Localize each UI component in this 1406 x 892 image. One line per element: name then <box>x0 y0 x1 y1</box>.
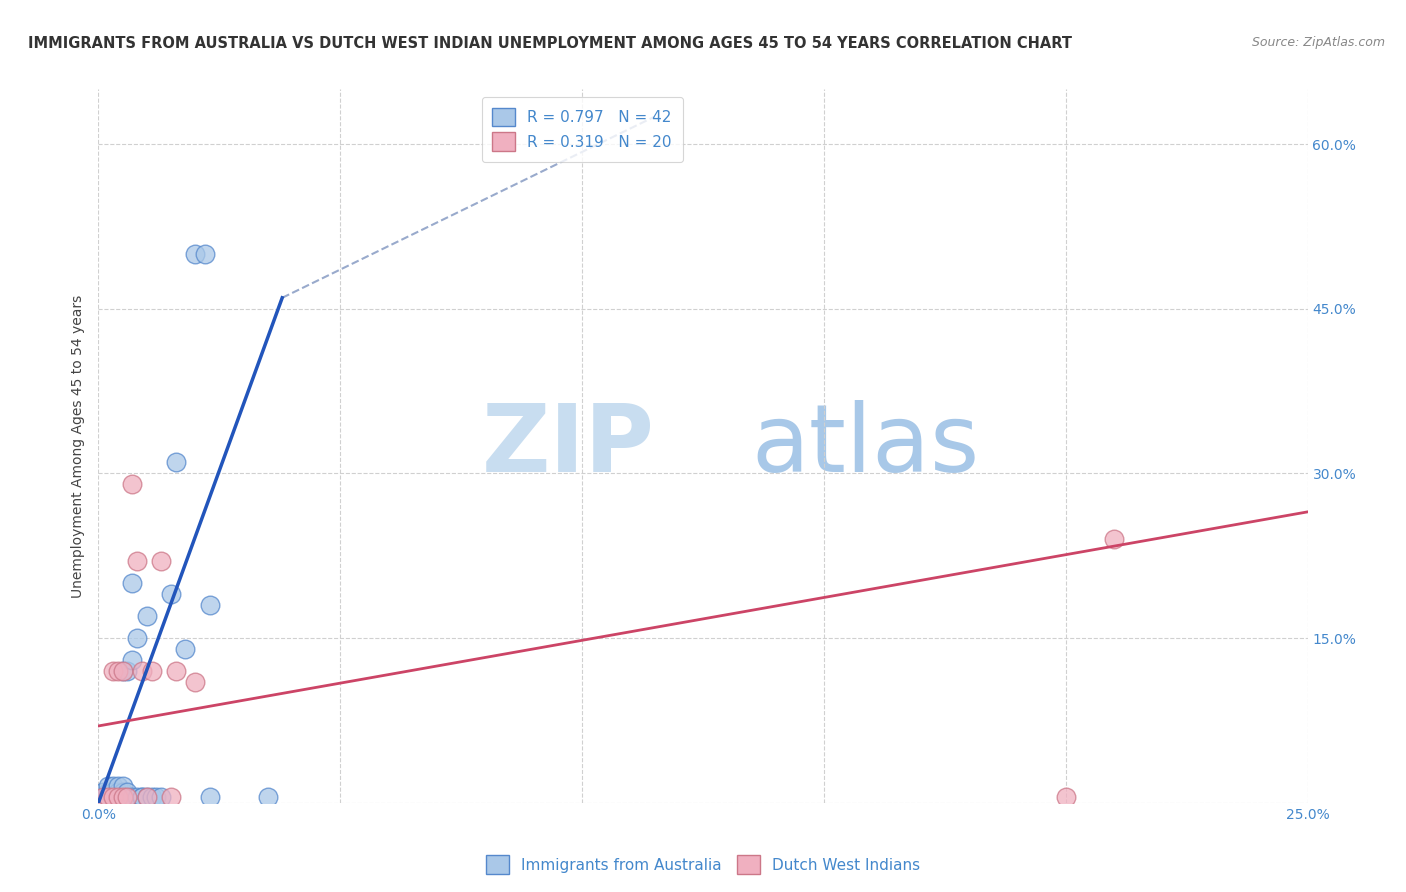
Point <box>131 790 153 805</box>
Point <box>111 785 134 799</box>
Point <box>111 664 134 678</box>
Point <box>198 790 221 805</box>
Point <box>107 664 129 678</box>
Point <box>97 790 120 805</box>
Point <box>194 247 217 261</box>
Point <box>111 790 134 805</box>
Point <box>160 587 183 601</box>
Point <box>127 631 149 645</box>
Point <box>160 790 183 805</box>
Point <box>97 780 120 794</box>
Point <box>117 785 139 799</box>
Point <box>141 790 163 805</box>
Point <box>165 664 187 678</box>
Point <box>141 664 163 678</box>
Point <box>121 576 143 591</box>
Point <box>91 790 114 805</box>
Point <box>117 664 139 678</box>
Point <box>1054 790 1077 805</box>
Point <box>1102 533 1125 547</box>
Point <box>97 790 120 805</box>
Point <box>101 790 124 805</box>
Point <box>107 790 129 805</box>
Text: IMMIGRANTS FROM AUSTRALIA VS DUTCH WEST INDIAN UNEMPLOYMENT AMONG AGES 45 TO 54 : IMMIGRANTS FROM AUSTRALIA VS DUTCH WEST … <box>28 36 1073 51</box>
Point <box>107 790 129 805</box>
Point <box>101 785 124 799</box>
Text: ZIP: ZIP <box>482 400 655 492</box>
Point <box>145 790 167 805</box>
Point <box>111 790 134 805</box>
Point <box>256 790 278 805</box>
Point <box>117 790 139 805</box>
Point <box>135 609 157 624</box>
Point <box>107 780 129 794</box>
Text: atlas: atlas <box>751 400 980 492</box>
Point <box>150 554 173 568</box>
Point <box>121 653 143 667</box>
Point <box>150 790 173 805</box>
Point <box>101 790 124 805</box>
Point <box>135 790 157 805</box>
Point <box>91 790 114 805</box>
Point <box>101 790 124 805</box>
Legend: R = 0.797   N = 42, R = 0.319   N = 20: R = 0.797 N = 42, R = 0.319 N = 20 <box>482 97 682 161</box>
Point <box>91 790 114 805</box>
Point <box>174 642 197 657</box>
Point <box>127 554 149 568</box>
Point <box>91 785 114 799</box>
Point <box>111 664 134 678</box>
Point <box>127 790 149 805</box>
Point <box>101 780 124 794</box>
Point <box>107 790 129 805</box>
Point <box>165 455 187 469</box>
Point <box>121 477 143 491</box>
Text: Source: ZipAtlas.com: Source: ZipAtlas.com <box>1251 36 1385 49</box>
Point <box>121 790 143 805</box>
Point <box>131 790 153 805</box>
Point <box>198 598 221 612</box>
Legend: Immigrants from Australia, Dutch West Indians: Immigrants from Australia, Dutch West In… <box>479 849 927 880</box>
Point <box>101 664 124 678</box>
Point <box>131 664 153 678</box>
Point <box>97 790 120 805</box>
Point <box>111 780 134 794</box>
Y-axis label: Unemployment Among Ages 45 to 54 years: Unemployment Among Ages 45 to 54 years <box>70 294 84 598</box>
Point <box>107 785 129 799</box>
Point <box>135 790 157 805</box>
Point <box>117 790 139 805</box>
Point <box>184 675 207 690</box>
Point <box>184 247 207 261</box>
Point <box>97 785 120 799</box>
